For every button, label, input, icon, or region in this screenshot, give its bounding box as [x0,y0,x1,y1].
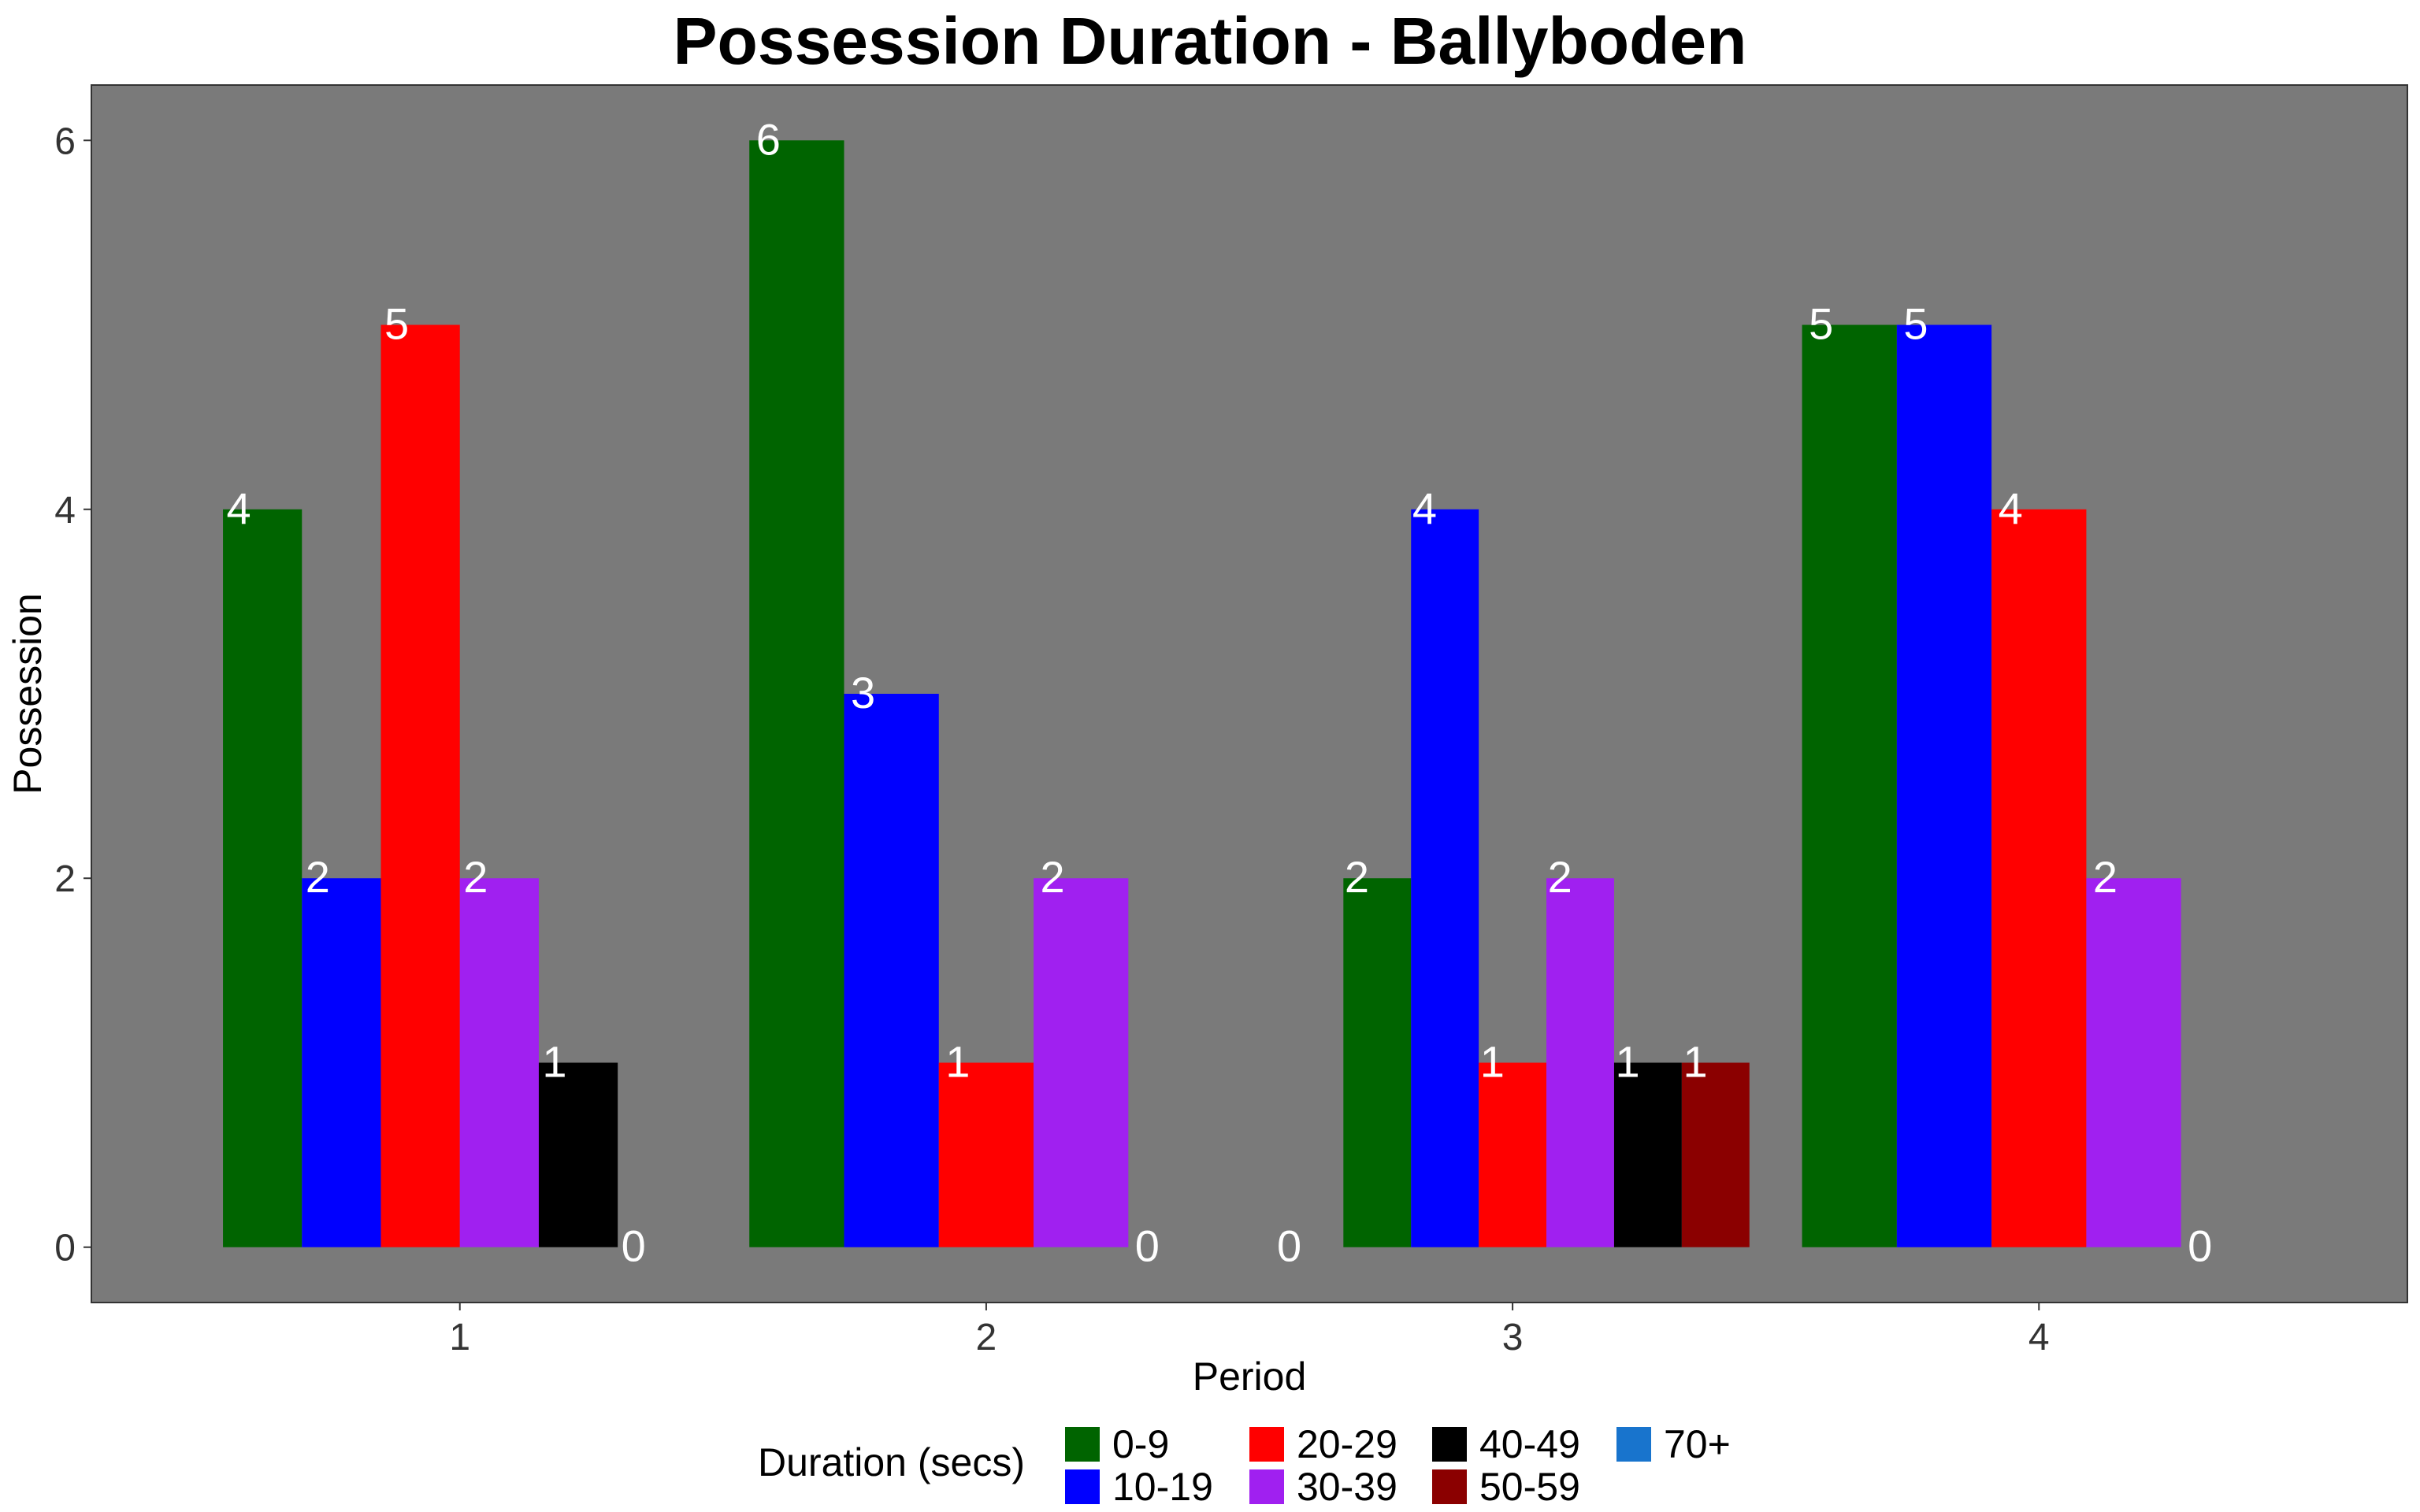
legend-label: 70+ [1664,1422,1731,1466]
x-axis: 1 2 3 4 [449,1303,2050,1358]
bar-30-39-period-3 [1546,878,1614,1247]
legend-key [1249,1427,1284,1462]
x-tick-label: 1 [449,1317,470,1358]
y-tick-label: 0 [54,1228,76,1269]
legend-title: Duration (secs) [758,1440,1025,1484]
data-label: 2 [306,852,330,902]
bar-10-19-period-4 [1896,324,1992,1247]
bar-10-19-period-1 [302,878,381,1247]
data-label: 1 [1480,1036,1505,1086]
bar-0-9-period-3 [1343,878,1412,1247]
y-tick-label: 2 [54,858,76,900]
legend: Duration (secs) 0-9 10-19 20-29 30-39 40-49 5… [0,1416,2420,1507]
data-label: 2 [1548,852,1572,902]
legend-key [1249,1469,1284,1504]
bar-30-39-period-2 [1034,878,1129,1247]
y-tick-label: 4 [54,490,76,532]
legend-label: 20-29 [1297,1422,1397,1466]
data-label: 1 [542,1036,566,1086]
data-label: 3 [851,668,875,717]
data-label: 4 [1412,484,1437,533]
bar-20-29-period-4 [1991,509,2087,1247]
data-label: 5 [1809,299,1833,349]
data-label: 0 [622,1221,646,1271]
bar-40-49-period-3 [1613,1062,1682,1247]
legend-key [1432,1469,1467,1504]
x-tick-label: 3 [1502,1317,1524,1358]
legend-label: 50-59 [1479,1465,1580,1509]
data-label: 1 [1616,1036,1640,1086]
data-label: 5 [384,299,409,349]
legend-key [1065,1427,1100,1462]
y-tick-label: 6 [54,120,76,162]
data-label: 2 [2093,852,2118,902]
bar-0-9-period-2 [749,140,844,1247]
bar-20-29-period-3 [1479,1062,1547,1247]
chart-title: Possession Duration - Ballyboden [673,4,1747,78]
bar-10-19-period-3 [1411,509,1479,1247]
legend-label: 10-19 [1112,1465,1213,1509]
bar-20-29-period-1 [380,324,460,1247]
data-label: 2 [1345,852,1369,902]
bar-30-39-period-1 [459,878,539,1247]
bar-40-49-period-1 [538,1062,618,1247]
legend-key [1616,1427,1651,1462]
bar-10-19-period-2 [844,694,939,1247]
data-label: 6 [756,114,781,164]
y-axis-title: Possession [6,593,50,795]
data-label: 2 [463,852,488,902]
legend-key [1432,1427,1467,1462]
data-label: 4 [1999,484,2023,533]
x-tick-label: 4 [2028,1317,2050,1358]
data-label: 0 [1277,1221,1301,1271]
y-axis: 0 2 4 6 [54,120,91,1269]
data-label: 1 [945,1036,970,1086]
data-label: 4 [227,484,251,533]
data-label: 1 [1683,1036,1707,1086]
data-label: 2 [1041,852,1065,902]
legend-label: 0-9 [1112,1422,1170,1466]
bar-0-9-period-4 [1802,324,1897,1247]
x-tick-label: 2 [976,1317,997,1358]
legend-label: 30-39 [1297,1465,1397,1509]
bars-layer [223,140,2181,1247]
data-label: 0 [1135,1221,1160,1271]
data-label: 5 [1903,299,1928,349]
bar-50-59-period-3 [1681,1062,1750,1247]
legend-key [1065,1469,1100,1504]
legend-label: 40-49 [1479,1422,1580,1466]
bar-20-29-period-2 [938,1062,1034,1247]
data-label: 0 [2188,1221,2212,1271]
bar-30-39-period-4 [2086,878,2181,1247]
x-axis-title: Period [1193,1354,1307,1399]
bar-0-9-period-1 [223,509,302,1247]
